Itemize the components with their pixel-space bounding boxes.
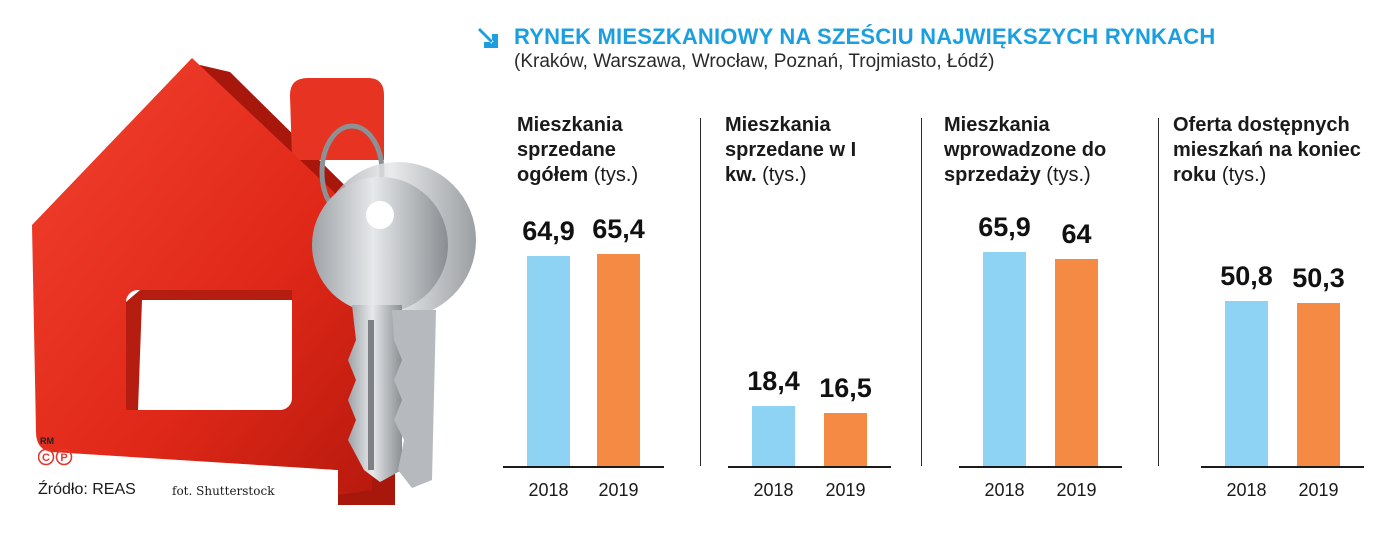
chart-subtitle: (Kraków, Warszawa, Wrocław, Poznań, Troj… <box>514 51 994 73</box>
chart-title: RYNEK MIESZKANIOWY NA SZEŚCIU NAJWIĘKSZY… <box>514 24 1215 50</box>
photo-credit: fot. Shutterstock <box>172 484 274 498</box>
panel-title-unit: (tys.) <box>1222 164 1266 186</box>
bar-2019 <box>1055 259 1098 466</box>
bar-2018 <box>527 256 570 466</box>
house-window <box>126 290 292 410</box>
panel-title-text: Oferta dostępnych mieszkań na koniec rok… <box>1173 114 1361 186</box>
bar-2019 <box>1297 303 1340 466</box>
arrow-down-right-icon <box>474 24 502 52</box>
house-tag <box>290 78 384 160</box>
panel-divider <box>1158 118 1159 466</box>
x-tick-label: 2019 <box>1032 480 1122 501</box>
copyright-badge-icon: C P <box>38 448 74 466</box>
source-note: Źródło: REAS <box>38 481 136 499</box>
bar-2019 <box>824 413 867 466</box>
axis-baseline <box>959 466 1122 468</box>
bar-value-label: 50,3 <box>1274 263 1364 294</box>
panel-title-unit: (tys.) <box>594 164 638 186</box>
bar-2018 <box>1225 301 1268 466</box>
house-keychain-illustration <box>0 0 500 520</box>
panel-divider <box>700 118 701 466</box>
panel-title: Mieszkania wprowadzone do sprzedaży (tys… <box>944 113 1144 188</box>
axis-baseline <box>1201 466 1364 468</box>
x-tick-label: 2019 <box>1274 480 1364 501</box>
panel-title: Mieszkania sprzedane ogółem (tys.) <box>517 113 687 188</box>
badge-c: C <box>42 452 50 464</box>
bar-2018 <box>983 252 1026 466</box>
axis-baseline <box>728 466 891 468</box>
axis-baseline <box>503 466 664 468</box>
bar-value-label: 64 <box>1032 219 1122 250</box>
panel-title-unit: (tys.) <box>762 164 806 186</box>
x-tick-label: 2019 <box>801 480 891 501</box>
bar-2018 <box>752 406 795 466</box>
x-tick-label: 2019 <box>574 480 664 501</box>
panel-title: Oferta dostępnych mieszkań na koniec rok… <box>1173 113 1388 188</box>
bar-value-label: 65,4 <box>574 214 664 245</box>
bar-value-label: 16,5 <box>801 373 891 404</box>
panel-title: Mieszkania sprzedane w I kw. (tys.) <box>725 113 885 188</box>
rm-badge: RM <box>40 436 54 446</box>
panel-title-unit: (tys.) <box>1046 164 1090 186</box>
badge-p: P <box>60 452 67 464</box>
panel-divider <box>921 118 922 466</box>
bar-2019 <box>597 254 640 466</box>
